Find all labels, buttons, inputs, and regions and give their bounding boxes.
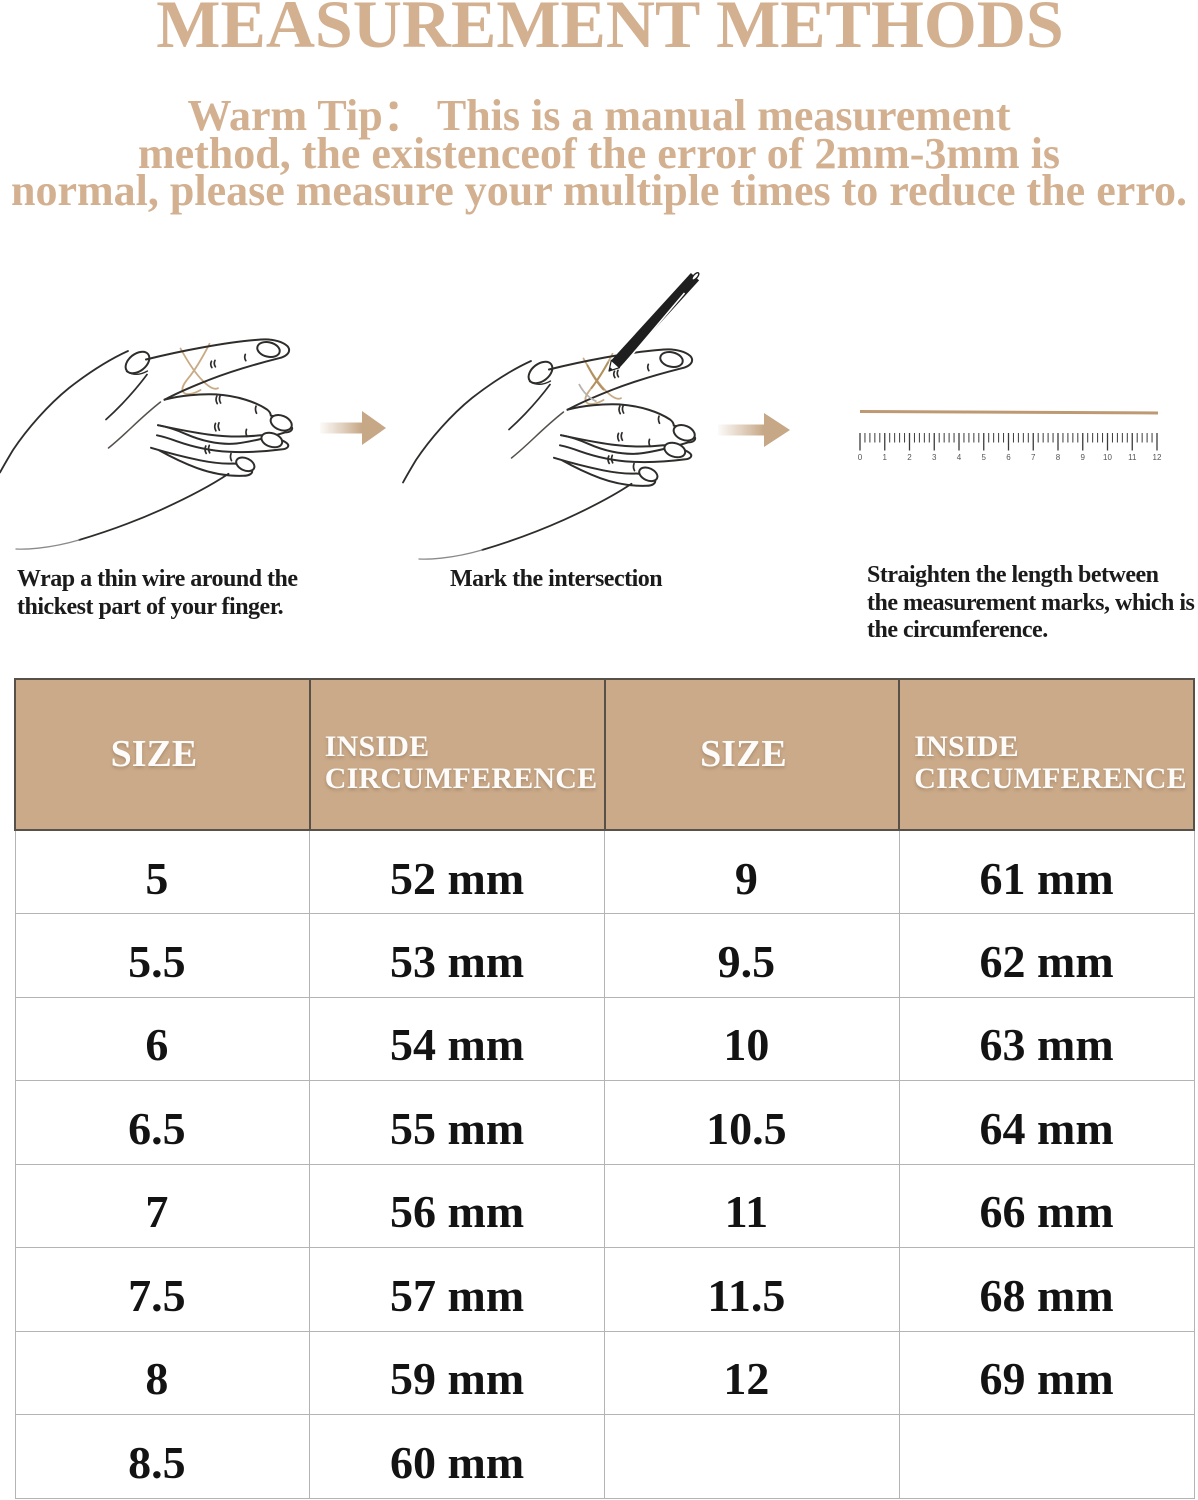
- table-cell: 66 mm: [898, 1163, 1195, 1248]
- svg-text:7: 7: [1031, 453, 1036, 462]
- table-cell: 60 mm: [309, 1414, 605, 1499]
- table-cell: [604, 1414, 900, 1499]
- table-cell: [898, 1414, 1195, 1499]
- table-cell: 9.5: [604, 913, 900, 998]
- svg-text:1: 1: [883, 453, 888, 462]
- svg-text:2: 2: [907, 453, 912, 462]
- step3-caption: Straighten the length between the measure…: [867, 562, 1195, 644]
- table-row: 7 56 mm 11 66 mm: [14, 1163, 1195, 1248]
- size-chart-body: 5 52 mm 9 61 mm 5.5 53 mm 9.5 62 mm 6 54 mm 10 63 m…: [14, 829, 1195, 1499]
- svg-text:4: 4: [957, 453, 962, 462]
- arrow-right-icon: [718, 413, 790, 447]
- table-row: 7.5 57 mm 11.5 68 mm: [14, 1247, 1195, 1332]
- svg-text:3: 3: [932, 453, 937, 462]
- table-cell: 59 mm: [309, 1330, 605, 1415]
- table-cell: 55 mm: [309, 1080, 605, 1165]
- warm-tip-text: Warm Tip： This is a manual measurement me…: [11, 91, 1187, 216]
- table-row: 5 52 mm 9 61 mm: [14, 829, 1195, 914]
- table-cell: 63 mm: [898, 996, 1195, 1081]
- svg-text:5: 5: [982, 453, 987, 462]
- svg-text:8: 8: [1056, 453, 1061, 462]
- table-cell: 52 mm: [309, 829, 605, 914]
- table-cell: 69 mm: [898, 1330, 1195, 1415]
- table-cell: 5.5: [14, 913, 311, 998]
- arrow-right-icon: [320, 411, 386, 445]
- table-cell: 11: [604, 1163, 900, 1248]
- svg-text:10: 10: [1103, 453, 1112, 462]
- table-cell: 64 mm: [898, 1080, 1195, 1165]
- table-cell: 54 mm: [309, 996, 605, 1081]
- hand-line-drawing: [0, 338, 296, 551]
- table-row: 8.5 60 mm: [14, 1414, 1195, 1499]
- table-cell: 57 mm: [309, 1247, 605, 1332]
- svg-text:9: 9: [1081, 453, 1086, 462]
- table-row: 5.5 53 mm 9.5 62 mm: [14, 913, 1195, 998]
- table-row: 6 54 mm 10 63 mm: [14, 996, 1195, 1081]
- table-cell: 6.5: [14, 1080, 311, 1165]
- table-cell: 10: [604, 996, 900, 1081]
- table-cell: 9: [604, 829, 900, 914]
- hand-wire-illustration: [0, 338, 296, 551]
- table-cell: 6: [14, 996, 311, 1081]
- table-cell: 12: [604, 1330, 900, 1415]
- step2-caption: Mark the intersection: [450, 566, 663, 592]
- svg-text:0: 0: [858, 453, 863, 462]
- table-cell: 53 mm: [309, 913, 605, 998]
- ruler-ticks: [859, 433, 1158, 451]
- size-chart-header: SIZE INSIDE CIRCUMFERENCE SIZE INSIDE CI…: [14, 678, 1195, 831]
- header-circumference-1: INSIDE CIRCUMFERENCE: [308, 678, 606, 831]
- table-cell: 68 mm: [898, 1247, 1195, 1332]
- table-cell: 7.5: [14, 1247, 311, 1332]
- svg-text:12: 12: [1153, 453, 1162, 462]
- table-cell: 8: [14, 1330, 311, 1415]
- table-cell: 8.5: [14, 1414, 311, 1499]
- header-size-2: SIZE: [603, 678, 901, 831]
- svg-text:11: 11: [1128, 453, 1137, 462]
- straightened-wire-line: [859, 410, 1159, 415]
- table-row: 8 59 mm 12 69 mm: [14, 1330, 1195, 1415]
- table-cell: 11.5: [604, 1247, 900, 1332]
- size-chart-table: SIZE INSIDE CIRCUMFERENCE SIZE INSIDE CI…: [14, 678, 1195, 1499]
- ruler-illustration: 0 1 2 3 4 5 6 7 8 9 10 11 12: [858, 410, 1162, 462]
- step1-caption: Wrap a thin wire around the thickest part…: [17, 566, 298, 620]
- header-size-1: SIZE: [14, 678, 311, 831]
- ruler-numbers: 0 1 2 3 4 5 6 7 8 9 10 11 12: [858, 453, 1162, 462]
- pencil-icon: [608, 272, 700, 372]
- table-cell: 5: [14, 829, 311, 914]
- table-cell: 7: [14, 1163, 311, 1248]
- table-cell: 61 mm: [898, 829, 1195, 914]
- hand-line-drawing: [402, 348, 699, 561]
- hand-pencil-illustration: [402, 272, 700, 561]
- table-cell: 62 mm: [898, 913, 1195, 998]
- table-cell: 56 mm: [309, 1163, 605, 1248]
- page-title: MEASUREMENT METHODS: [156, 0, 1064, 62]
- table-cell: 10.5: [604, 1080, 900, 1165]
- svg-text:6: 6: [1006, 453, 1011, 462]
- header-circumference-2: INSIDE CIRCUMFERENCE: [898, 678, 1195, 831]
- table-row: 6.5 55 mm 10.5 64 mm: [14, 1080, 1195, 1165]
